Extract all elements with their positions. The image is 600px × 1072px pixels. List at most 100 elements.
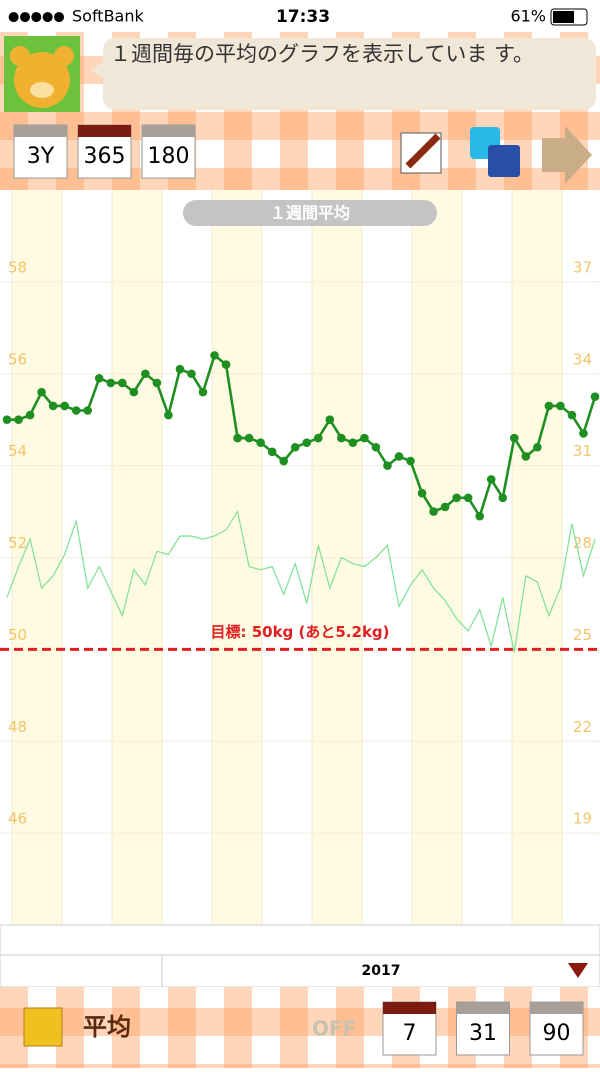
series-point xyxy=(486,475,496,484)
series-point xyxy=(556,401,565,411)
series-point xyxy=(129,387,139,397)
mode-icon xyxy=(23,1007,63,1047)
series-point xyxy=(256,438,265,447)
series-point xyxy=(71,406,81,415)
y2-tick-label: 37 xyxy=(573,258,592,276)
period-button-label: 7 xyxy=(403,1021,417,1046)
y2-tick-label: 19 xyxy=(573,810,592,828)
series-point xyxy=(383,461,392,470)
series-point xyxy=(244,433,254,443)
series-point xyxy=(83,406,93,415)
y-tick-label: 52 xyxy=(8,534,27,552)
period-button-cap xyxy=(456,1002,510,1014)
series-point xyxy=(221,360,231,369)
bubble-tail xyxy=(90,62,103,78)
series-point xyxy=(106,378,116,388)
goal-label: 目標: 50kg (あと5.2kg) xyxy=(210,623,389,641)
message: １週間毎の平均のグラフを表示していま す。 xyxy=(110,42,534,66)
series-point xyxy=(544,401,554,411)
message-box: １週間毎の平均のグラフを表示していま す。 xyxy=(110,42,534,66)
bear-ear xyxy=(10,46,30,66)
bear-face xyxy=(14,52,70,108)
period-buttons: 7 31 90 xyxy=(382,1001,584,1056)
range-tab-label: 365 xyxy=(84,144,126,169)
range-tabs: 3Y 365 180 xyxy=(13,124,196,179)
y2-tick-label: 22 xyxy=(573,718,592,736)
expand-toggle[interactable] xyxy=(568,963,588,978)
series-point xyxy=(233,433,242,443)
y2-tick-label: 25 xyxy=(573,626,592,644)
status-bar xyxy=(0,0,600,32)
series-line xyxy=(6,509,596,653)
series-point xyxy=(141,369,150,379)
y2-tick-label: 34 xyxy=(573,350,592,368)
series-point xyxy=(267,447,277,457)
y-tick-label: 54 xyxy=(8,442,27,460)
series-point xyxy=(117,378,127,388)
series-point xyxy=(175,364,185,374)
series-point xyxy=(313,433,323,443)
month-axis xyxy=(0,924,600,956)
series-point xyxy=(348,438,358,447)
next-arrow[interactable] xyxy=(542,126,592,184)
chart-title: １週間平均 xyxy=(270,204,350,223)
time: 17:33 xyxy=(276,7,330,27)
series-point xyxy=(337,433,346,443)
bear-muzzle xyxy=(30,82,54,98)
series-point xyxy=(360,433,369,443)
series-point xyxy=(406,456,415,466)
range-tab-cap xyxy=(14,125,67,137)
battery-text: 61% xyxy=(510,7,546,26)
range-tab-label: 3Y xyxy=(27,144,55,169)
mode-label: 平均 xyxy=(83,1013,131,1041)
range-tab-label: 180 xyxy=(148,144,190,169)
series-point xyxy=(579,429,588,438)
year-axis xyxy=(0,954,600,988)
period-button-label: 31 xyxy=(469,1021,497,1046)
y-tick-label: 50 xyxy=(8,626,27,644)
period-button-cap xyxy=(530,1002,583,1014)
facebook-button[interactable] xyxy=(488,145,520,177)
series-point xyxy=(164,410,173,420)
series-point xyxy=(521,452,531,461)
series-point xyxy=(452,493,461,503)
series-point xyxy=(279,456,289,466)
series-point xyxy=(371,442,381,452)
series-point xyxy=(14,415,23,424)
series-point xyxy=(302,438,312,447)
series-point xyxy=(187,369,196,379)
series-point xyxy=(440,502,450,512)
series-point xyxy=(417,488,427,498)
bear-ear xyxy=(54,46,74,66)
series-point xyxy=(60,401,69,411)
series-point xyxy=(2,415,12,424)
pencil-icon xyxy=(405,133,441,169)
series-point xyxy=(498,493,508,503)
series-point xyxy=(94,374,104,383)
series-point xyxy=(394,452,404,461)
range-tab-cap xyxy=(142,125,195,137)
year-label: 2017 xyxy=(362,963,401,979)
series-point xyxy=(198,387,208,397)
battery-icon xyxy=(550,8,588,26)
y-tick-label: 46 xyxy=(8,810,27,828)
chart-title-pill xyxy=(183,200,437,226)
signal: ●●●●● xyxy=(8,10,65,25)
series-point xyxy=(48,401,58,411)
series-point xyxy=(429,507,438,516)
y-tick-label: 48 xyxy=(8,718,27,736)
series-point xyxy=(25,410,35,420)
series-point xyxy=(210,351,219,360)
series-point xyxy=(152,378,162,388)
series-point xyxy=(475,511,485,521)
series-point xyxy=(463,493,473,503)
series-point xyxy=(509,433,519,443)
series-point xyxy=(533,442,542,452)
toggle[interactable]: OFF xyxy=(312,1017,356,1041)
series-point xyxy=(590,392,600,402)
series-point xyxy=(325,415,335,424)
y2-tick-label: 31 xyxy=(573,442,592,460)
